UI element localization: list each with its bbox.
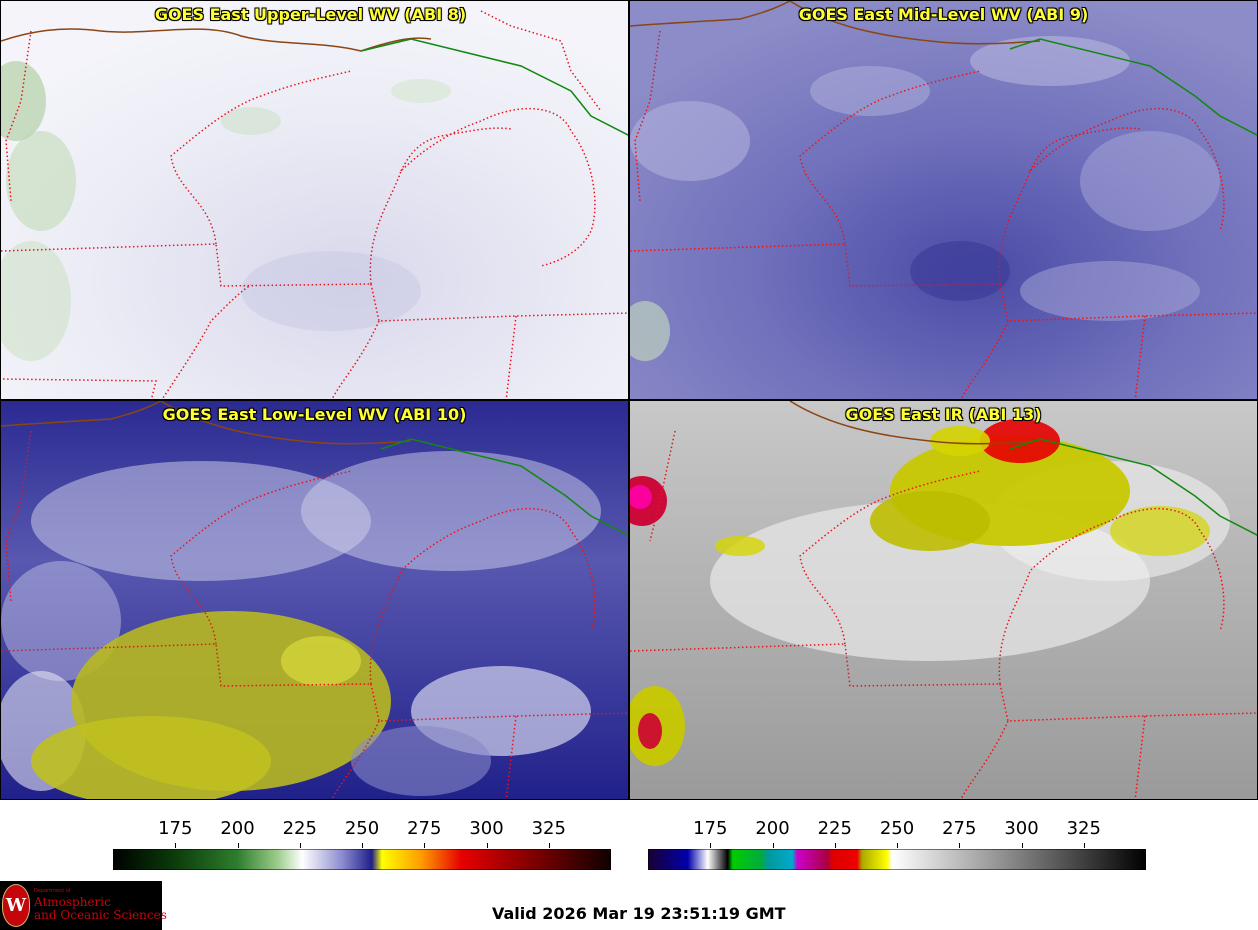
colorbar-tick-label: 275 (407, 818, 442, 839)
colorbar-tick-label: 225 (282, 818, 317, 839)
colorbar-tick-mark (237, 843, 239, 848)
panel-upper-level-wv: GOES East Upper-Level WV (ABI 8) (0, 0, 629, 400)
colorbar-tick-mark (959, 843, 961, 848)
valid-time: Valid 2026 Mar 19 23:51:19 GMT (492, 904, 786, 923)
panel-title: GOES East Upper-Level WV (ABI 8) (154, 5, 467, 24)
panel-low-level-wv: GOES East Low-Level WV (ABI 10) (0, 400, 629, 800)
colorbar-tick-label: 250 (879, 818, 915, 839)
satellite-imagery-mid (630, 1, 1257, 399)
colorbar-tick-mark (362, 843, 363, 848)
panel-title: GOES East Low-Level WV (ABI 10) (162, 405, 467, 424)
colorbar-tick-label: 200 (755, 818, 790, 839)
colorbar-tick-mark (710, 843, 712, 848)
map-borders (630, 401, 1257, 799)
panel-mid-level-wv: GOES East Mid-Level WV (ABI 9) (629, 0, 1258, 400)
colorbar-tick-label: 300 (1004, 818, 1039, 839)
colorbar-tick-mark (897, 843, 898, 848)
colorbar-tick-label: 225 (817, 818, 852, 839)
colorbar-tick-mark (548, 843, 550, 848)
logo-line1: Atmospheric (34, 895, 111, 909)
panel-ir: GOES East IR (ABI 13) (629, 400, 1258, 800)
colorbar-tick-mark (486, 843, 488, 848)
colorbar-tick-label: 325 (1066, 818, 1101, 839)
colorbar-tick-label: 200 (220, 818, 255, 839)
map-borders (1, 401, 628, 799)
colorbar-tick-mark (1021, 843, 1023, 848)
colorbar-tick-mark (175, 843, 177, 848)
map-borders (630, 1, 1257, 399)
logo-line2: and Oceanic Sciences (34, 908, 167, 922)
colorbar-tick-label: 175 (158, 818, 193, 839)
colorbar-tick-mark (834, 843, 836, 848)
colorbar-tick-mark (299, 843, 301, 848)
panel-title: GOES East IR (ABI 13) (845, 405, 1042, 424)
aos-logo: W Department of Atmospheric and Oceanic … (0, 881, 167, 930)
map-borders (1, 10, 628, 399)
colorbar-tick-label: 250 (344, 818, 380, 839)
colorbar-tick-label: 175 (693, 818, 728, 839)
colorbar-tick-mark (772, 843, 774, 848)
colorbar-ir (648, 849, 1146, 870)
colorbar-tick-mark (1083, 843, 1085, 848)
panel-title: GOES East Mid-Level WV (ABI 9) (798, 5, 1089, 24)
satellite-imagery-low (1, 401, 628, 799)
colorbar-tick-label: 300 (469, 818, 504, 839)
logo-department: Department of (34, 888, 71, 894)
uw-seal-icon: W (2, 884, 30, 927)
colorbar-tick-label: 275 (942, 818, 977, 839)
colorbar-tick-label: 325 (531, 818, 566, 839)
colorbar-tick-mark (424, 843, 426, 848)
colorbar-wv (113, 849, 611, 870)
